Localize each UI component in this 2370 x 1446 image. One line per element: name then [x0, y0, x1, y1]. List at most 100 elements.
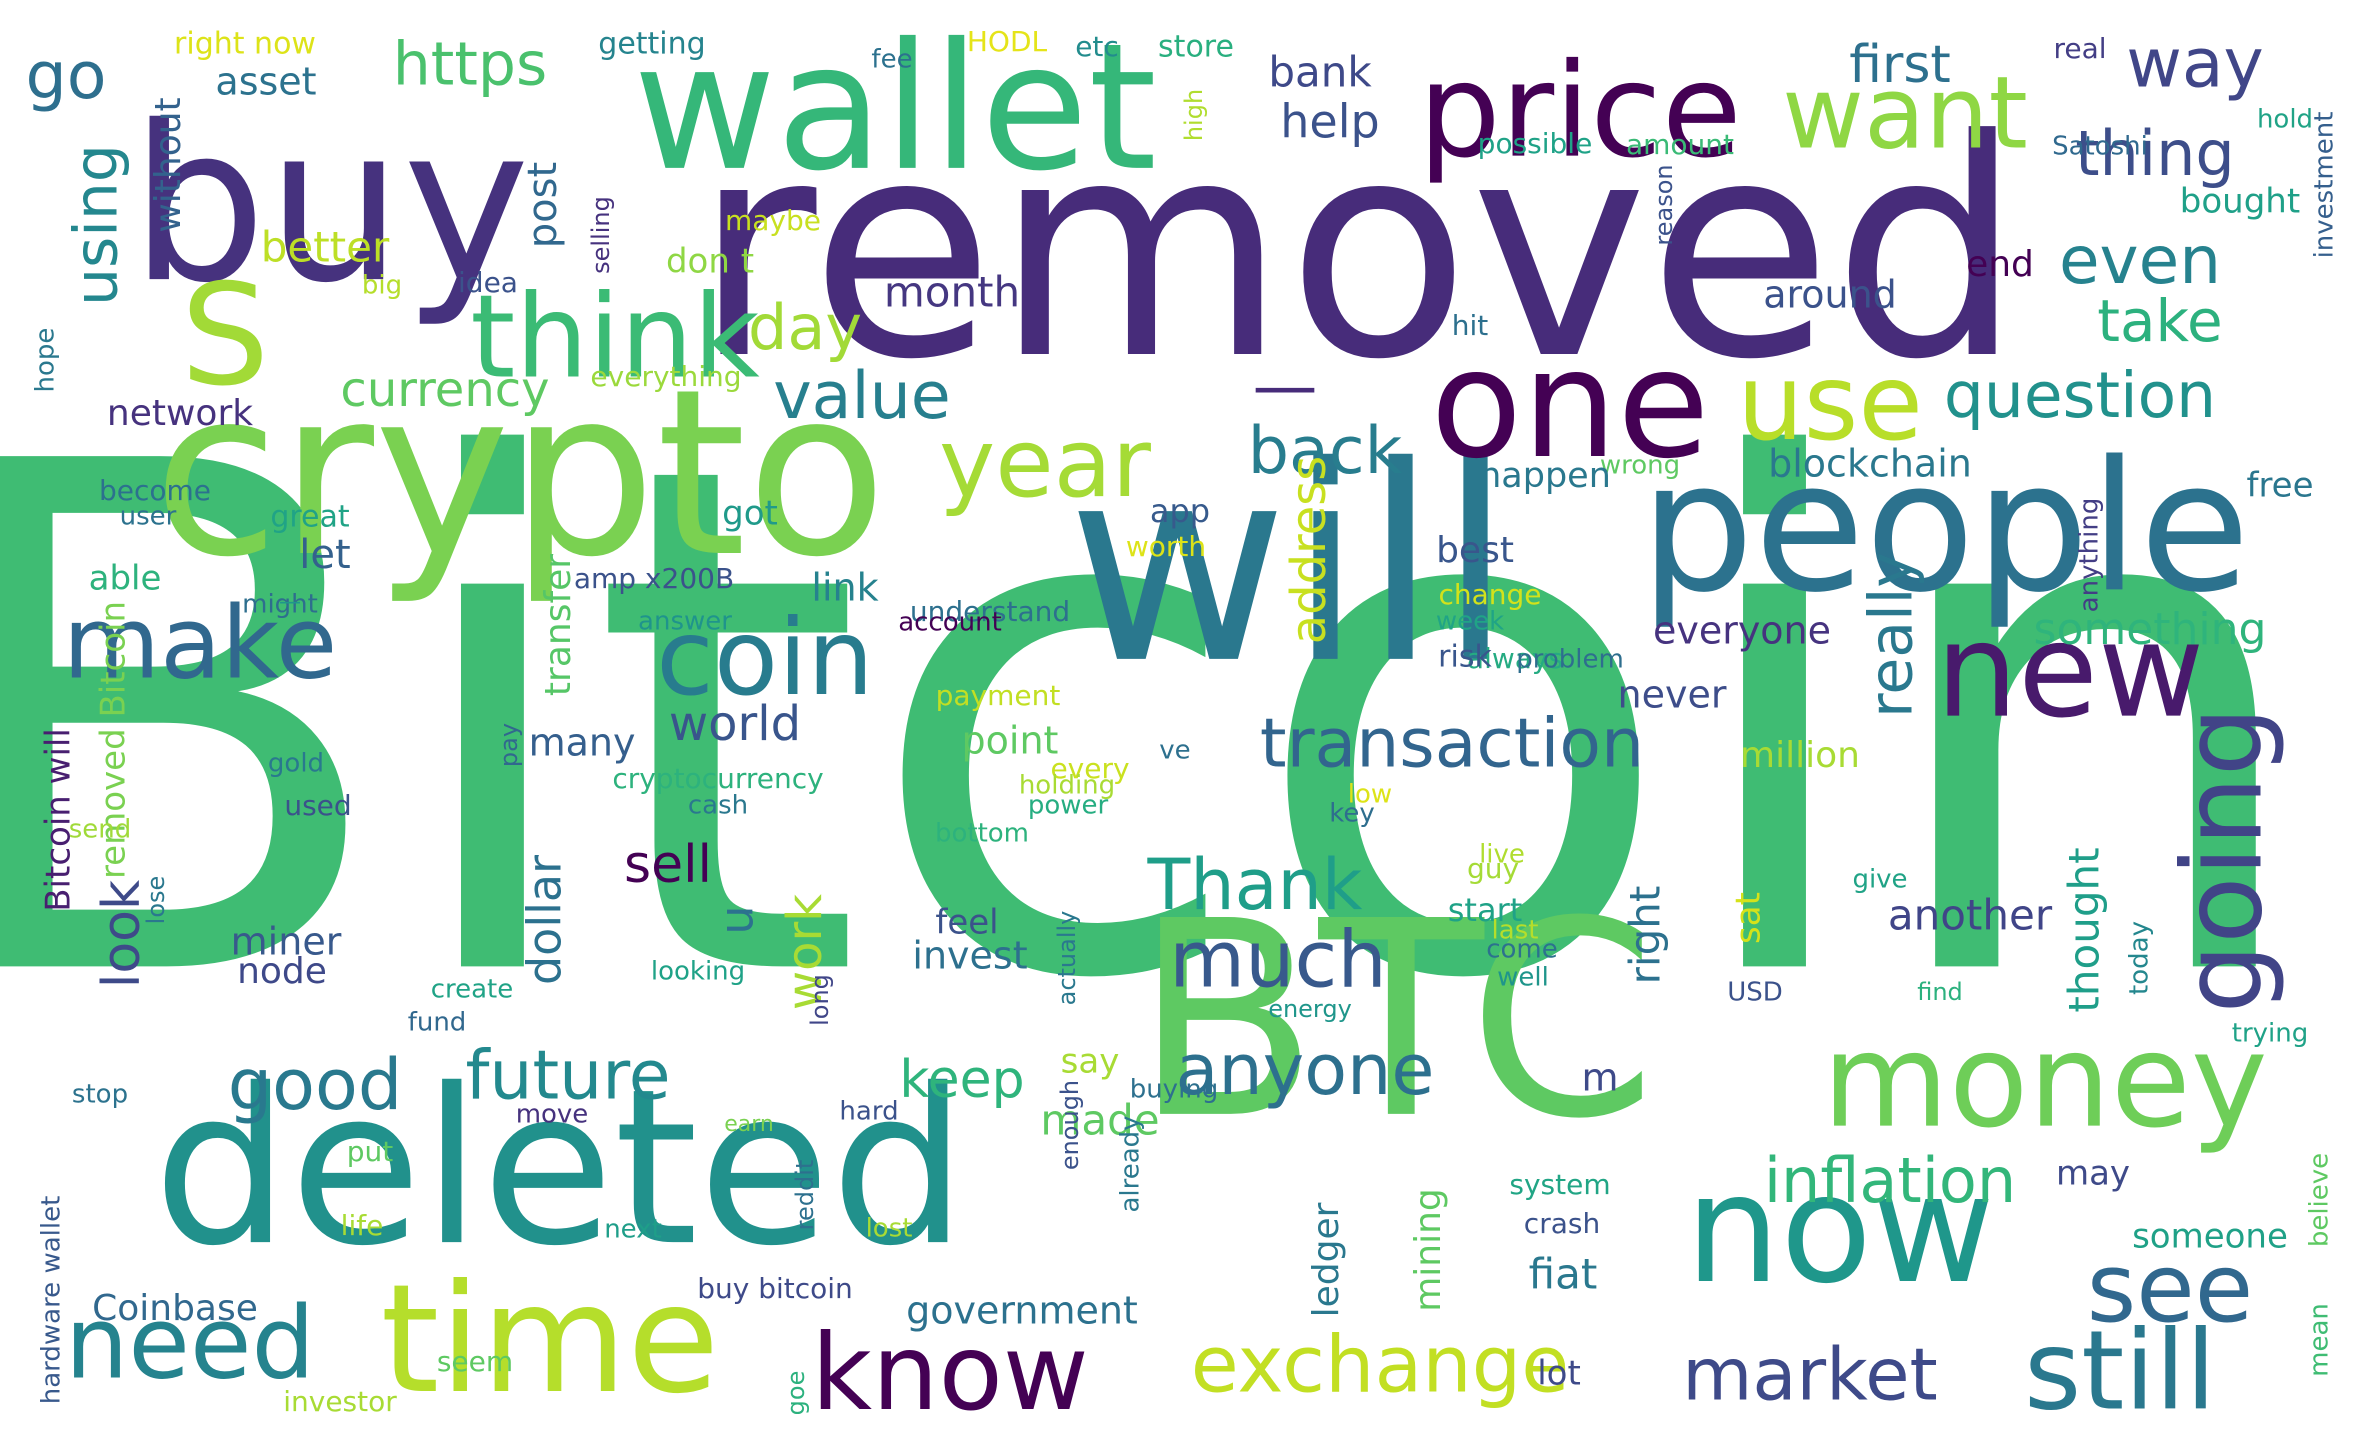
word-start: start: [1448, 891, 1523, 929]
word-coinbase: Coinbase: [92, 1288, 258, 1329]
word-maybe: maybe: [725, 204, 821, 237]
word-holding: holding: [1019, 771, 1115, 801]
word-energy: energy: [1268, 995, 1352, 1023]
word-take: take: [2097, 287, 2223, 355]
word-bitcoin-will: Bitcoin will: [39, 728, 79, 912]
word-investor: investor: [283, 1385, 397, 1418]
word-cryptocurrency: cryptocurrency: [612, 762, 823, 795]
word-without: without: [148, 97, 189, 232]
word-trying: trying: [2232, 1019, 2308, 1049]
word-next: next: [604, 1215, 662, 1245]
word-well: well: [1497, 963, 1549, 993]
word-better: better: [261, 223, 390, 272]
word-come: come: [1486, 935, 1558, 965]
word-miner: miner: [231, 920, 342, 964]
word-might: might: [242, 590, 318, 620]
word-used: used: [284, 789, 351, 822]
word-much: much: [1169, 915, 1387, 1005]
word-live: live: [1479, 840, 1525, 870]
word-government: government: [906, 1289, 1138, 1333]
word-worth: worth: [1126, 530, 1206, 563]
word-hardware-wallet: hardware wallet: [37, 1196, 67, 1405]
word-already: already: [1116, 1115, 1146, 1212]
word-change: change: [1438, 578, 1541, 611]
word-look: look: [92, 880, 152, 988]
word-go: go: [25, 39, 106, 114]
word-goe: goe: [782, 1371, 810, 1416]
word-money: money: [1822, 1005, 2267, 1157]
word-become: become: [99, 474, 211, 507]
word-may: may: [2056, 1154, 2130, 1194]
word-post: post: [520, 162, 566, 248]
word-around: around: [1763, 273, 1897, 317]
word-risk: risk: [1438, 640, 1492, 675]
word-asset: asset: [215, 60, 316, 104]
word-best: best: [1436, 530, 1514, 571]
word-right-now: right now: [174, 27, 316, 62]
word-bought: bought: [2180, 182, 2300, 222]
word-good: good: [228, 1044, 403, 1126]
word-use: use: [1737, 342, 1923, 464]
word-dollar: dollar: [518, 855, 572, 985]
word-buy: buy: [130, 79, 530, 330]
word-great: great: [270, 500, 350, 535]
word-seem: seem: [437, 1345, 513, 1378]
word-work: work: [777, 894, 833, 1010]
word-bank: bank: [1268, 48, 1372, 97]
word-end: end: [1966, 244, 2034, 285]
word-idea: idea: [458, 266, 518, 299]
word-market: market: [1682, 1333, 1938, 1417]
word-stop: stop: [72, 1080, 128, 1110]
word-network: network: [107, 393, 253, 434]
word-another: another: [1888, 891, 2053, 940]
word-crash: crash: [1524, 1207, 1600, 1240]
word-system: system: [1509, 1168, 1610, 1201]
word-looking: looking: [651, 957, 745, 987]
word-point: point: [962, 719, 1059, 763]
word-buy-bitcoin: buy bitcoin: [697, 1272, 853, 1305]
word-node: node: [237, 951, 327, 992]
word-free: free: [2246, 466, 2313, 506]
word-exchange: exchange: [1191, 1320, 1569, 1410]
word-price: price: [1418, 35, 1742, 187]
word-still: still: [2024, 1306, 2216, 1434]
word-million: million: [1740, 735, 1860, 776]
word-anyone: anyone: [1176, 1029, 1435, 1111]
word-coin: coin: [656, 597, 874, 719]
word-hit: hit: [1452, 309, 1489, 342]
word-wallet: wallet: [633, 7, 1157, 210]
word-fee: fee: [871, 45, 912, 75]
word-hope: hope: [31, 328, 61, 393]
word-u: u: [710, 905, 764, 934]
word-first: first: [1849, 35, 1951, 95]
word-low: low: [1348, 780, 1392, 810]
word-cash: cash: [688, 791, 748, 821]
word-sell: sell: [624, 835, 712, 895]
word-guy: guy: [1467, 852, 1519, 885]
word-month: month: [884, 268, 1020, 317]
word-understand: understand: [910, 595, 1070, 628]
word-feel: feel: [935, 903, 998, 943]
word-believe: believe: [2305, 1153, 2335, 1247]
word-give: give: [1852, 865, 1907, 895]
word-enough: enough: [1056, 1080, 1084, 1170]
word-removed: removed: [693, 76, 2023, 425]
word-using: using: [62, 144, 132, 306]
word-mining: mining: [1408, 1188, 1449, 1312]
word-see: see: [2087, 1234, 2253, 1344]
word-help: help: [1280, 95, 1379, 149]
word-every: every: [1050, 752, 1129, 785]
word-invest: invest: [912, 934, 1027, 978]
word-payment: payment: [936, 679, 1061, 712]
word-getting: getting: [598, 27, 705, 62]
word-everyone: everyone: [1653, 609, 1831, 653]
word-link: link: [811, 566, 878, 610]
word-usd: USD: [1727, 978, 1783, 1008]
word-transfer: transfer: [538, 554, 579, 696]
word-hodl: HODL: [967, 25, 1048, 58]
word-today: today: [2125, 921, 2155, 995]
word-s: S: [181, 255, 270, 418]
word-long: long: [806, 974, 834, 1026]
word-m: m: [1581, 1056, 1618, 1100]
